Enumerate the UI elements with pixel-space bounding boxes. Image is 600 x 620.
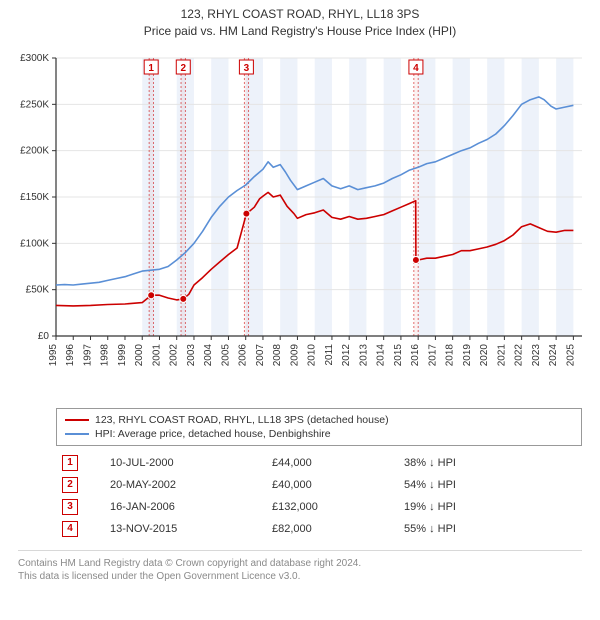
svg-text:2010: 2010 [307,343,318,366]
legend-label: 123, RHYL COAST ROAD, RHYL, LL18 3PS (de… [95,414,389,426]
table-row: 2 20-MAY-2002£40,00054% ↓ HPI [56,474,582,496]
sale-marker-icon: 3 [62,499,78,515]
legend-swatch [65,419,89,421]
svg-text:2005: 2005 [220,343,231,366]
svg-text:1998: 1998 [100,343,111,366]
table-row: 4 13-NOV-2015£82,00055% ↓ HPI [56,518,582,540]
title-subtitle: Price paid vs. HM Land Registry's House … [0,23,600,40]
svg-text:£50K: £50K [26,284,50,295]
svg-text:2019: 2019 [462,343,473,366]
svg-text:1997: 1997 [82,343,93,366]
svg-text:£300K: £300K [20,53,49,64]
svg-text:4: 4 [413,63,419,74]
svg-text:2012: 2012 [341,343,352,366]
chart-svg: £0 £50K £100K £150K £200K £250K £300K 1995 1996 1… [0,40,600,400]
sale-date: 13-NOV-2015 [104,518,266,540]
svg-text:£250K: £250K [20,99,49,110]
svg-text:£0: £0 [38,331,50,342]
svg-text:2024: 2024 [548,343,559,366]
sale-price: £40,000 [266,474,398,496]
svg-text:1995: 1995 [48,343,59,366]
chart-titles: 123, RHYL COAST ROAD, RHYL, LL18 3PS Pri… [0,0,600,40]
svg-text:2021: 2021 [496,343,507,366]
footer-line: Contains HM Land Registry data © Crown c… [18,557,582,571]
chart-container: { "titles": { "line1": "123, RHYL COAST … [0,0,600,584]
sale-delta: 38% ↓ HPI [398,452,582,474]
svg-text:2025: 2025 [565,343,576,366]
svg-text:2016: 2016 [410,343,421,366]
legend-swatch [65,433,89,435]
sale-delta: 55% ↓ HPI [398,518,582,540]
svg-text:2009: 2009 [289,343,300,366]
chart-plot: £0 £50K £100K £150K £200K £250K £300K 1995 1996 1… [0,40,600,400]
sales-table: 1 10-JUL-2000£44,00038% ↓ HPI 2 20-MAY-2002… [56,452,582,540]
footer-line: This data is licensed under the Open Gov… [18,570,582,584]
sale-price: £44,000 [266,452,398,474]
sale-marker-icon: 2 [62,477,78,493]
svg-text:2004: 2004 [203,343,214,366]
sale-delta: 54% ↓ HPI [398,474,582,496]
svg-text:2022: 2022 [514,343,525,366]
legend-item: HPI: Average price, detached house, Denb… [65,427,573,441]
svg-text:2013: 2013 [358,343,369,366]
svg-text:2007: 2007 [255,343,266,366]
table-row: 1 10-JUL-2000£44,00038% ↓ HPI [56,452,582,474]
svg-text:2023: 2023 [531,343,542,366]
svg-text:2000: 2000 [134,343,145,366]
svg-text:2003: 2003 [186,343,197,366]
legend: 123, RHYL COAST ROAD, RHYL, LL18 3PS (de… [56,408,582,446]
svg-text:£150K: £150K [20,192,49,203]
sale-marker-icon: 1 [62,455,78,471]
svg-text:2002: 2002 [169,343,180,366]
svg-text:1: 1 [148,63,154,74]
svg-text:£200K: £200K [20,145,49,156]
sale-date: 10-JUL-2000 [104,452,266,474]
svg-text:2006: 2006 [238,343,249,366]
sale-price: £82,000 [266,518,398,540]
sale-marker-icon: 4 [62,521,78,537]
svg-text:1999: 1999 [117,343,128,366]
title-address: 123, RHYL COAST ROAD, RHYL, LL18 3PS [0,6,600,23]
svg-text:1996: 1996 [65,343,76,366]
svg-text:2015: 2015 [393,343,404,366]
svg-text:3: 3 [244,63,250,74]
footer: Contains HM Land Registry data © Crown c… [18,550,582,584]
svg-text:2011: 2011 [324,343,335,365]
svg-text:2001: 2001 [151,343,162,366]
sale-date: 16-JAN-2006 [104,496,266,518]
table-row: 3 16-JAN-2006£132,00019% ↓ HPI [56,496,582,518]
svg-text:2: 2 [180,63,186,74]
svg-text:2020: 2020 [479,343,490,366]
svg-text:2018: 2018 [445,343,456,366]
sale-price: £132,000 [266,496,398,518]
legend-item: 123, RHYL COAST ROAD, RHYL, LL18 3PS (de… [65,413,573,427]
svg-text:2008: 2008 [272,343,283,366]
svg-text:2017: 2017 [427,343,438,366]
svg-text:2014: 2014 [376,343,387,366]
sale-delta: 19% ↓ HPI [398,496,582,518]
legend-label: HPI: Average price, detached house, Denb… [95,428,331,440]
svg-text:£100K: £100K [20,238,49,249]
sale-date: 20-MAY-2002 [104,474,266,496]
